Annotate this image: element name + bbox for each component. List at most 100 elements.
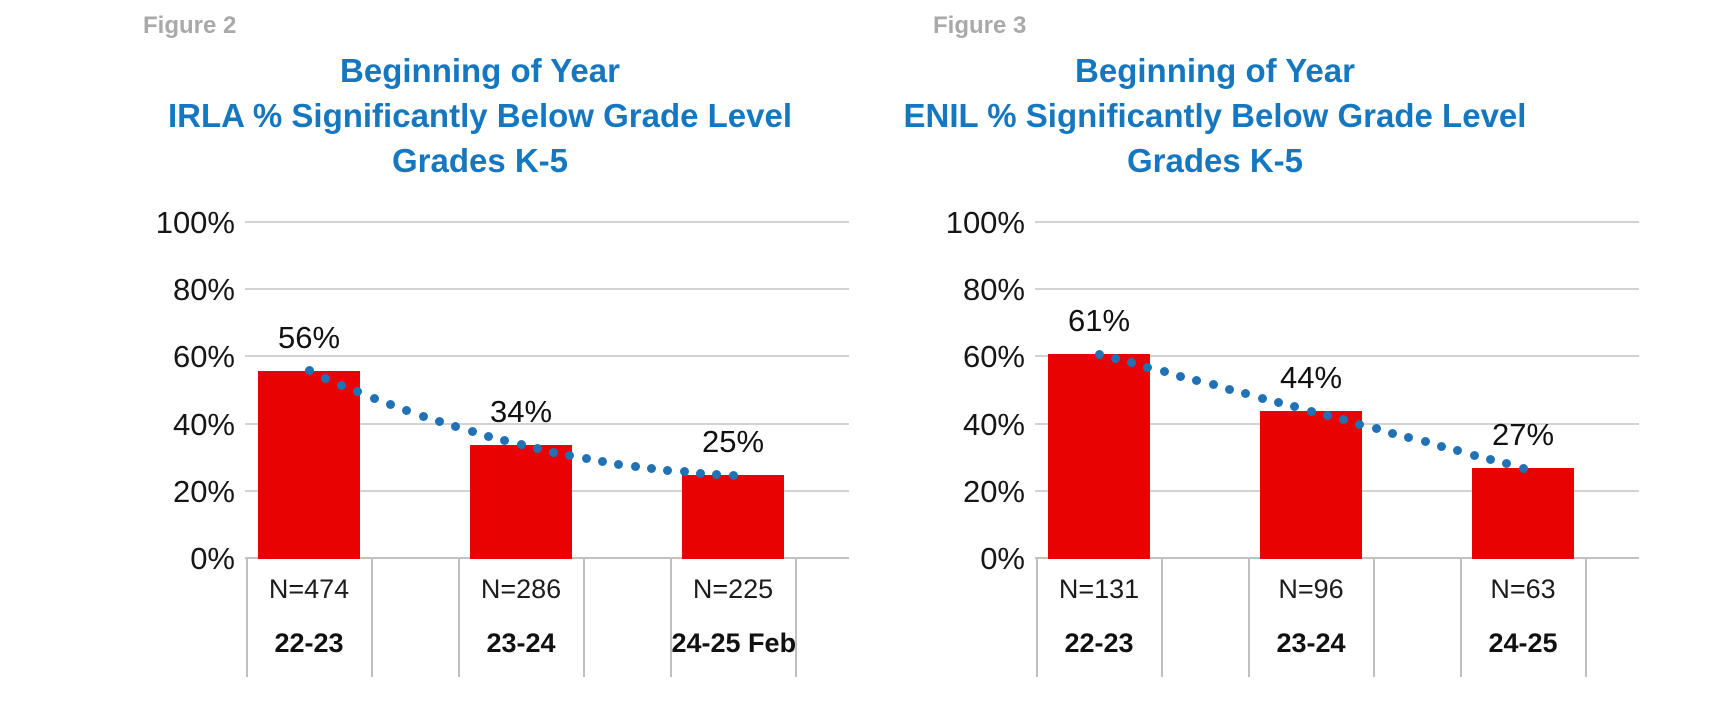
trendline-dot: [1176, 371, 1186, 381]
trendline-dot: [1094, 349, 1104, 359]
trendline-dot: [1273, 397, 1283, 407]
trendline-dot: [728, 470, 738, 480]
gridline: [245, 221, 849, 223]
category-label: 23-24: [1276, 628, 1346, 658]
y-axis-tick-label: 100%: [155, 205, 235, 240]
trendline-dot: [1502, 459, 1512, 469]
trendline-dot: [1241, 389, 1251, 399]
trendline-dot: [598, 457, 608, 467]
trendline-dot: [516, 440, 526, 450]
chart-title-line-3: Grades K-5: [1126, 142, 1304, 179]
gridline: [245, 288, 849, 291]
trendline-dot: [1355, 419, 1365, 429]
figure-label: Figure 3: [933, 12, 1027, 39]
trendline-dot: [369, 393, 379, 403]
trendline-dot: [712, 469, 722, 479]
bar-value-label: 61%: [1067, 303, 1131, 339]
trendline-dot: [467, 427, 477, 437]
y-axis-tick-label: 60%: [172, 339, 235, 375]
trendline-dot: [1437, 441, 1446, 451]
bar: [1260, 411, 1362, 559]
trendline-dot: [483, 431, 493, 441]
trendline-dot: [1518, 463, 1528, 473]
bar: [682, 475, 784, 559]
category-label: 23-24: [486, 628, 556, 658]
trendline-dot: [1110, 353, 1120, 363]
gridline: [1035, 288, 1639, 291]
plot-area: 0% 20% 40% 60% 80% 100% 61% 44% 27%: [946, 207, 1639, 574]
trendline-dot: [1290, 402, 1300, 412]
category-label: 22-23: [1064, 628, 1134, 658]
y-axis-tick-label: 20%: [172, 473, 235, 509]
trendline-dot: [1127, 358, 1137, 368]
trendline-dot: [1257, 393, 1267, 403]
trendline-dot: [1388, 428, 1398, 438]
trendline-dot: [663, 465, 673, 475]
sample-size-label: N=474: [268, 574, 350, 604]
bar-value-label: 25%: [701, 424, 765, 459]
bar-value-label: 27%: [1491, 417, 1555, 453]
x-axis-table: N=131 22-23 N=96 23-24 N=63 24-25: [1035, 559, 1639, 677]
trendline-dot: [614, 459, 624, 469]
category-cell: N=63 24-25: [1459, 559, 1587, 677]
bar-value-label: 56%: [277, 319, 341, 355]
trendline-dot: [1192, 375, 1202, 385]
chart-title-line-3: Grades K-5: [391, 142, 569, 179]
trendline-dot: [647, 464, 656, 474]
category-cell: N=96 23-24: [1247, 559, 1375, 677]
category-cell: N=474 22-23: [245, 559, 373, 677]
gridline: [1035, 355, 1639, 358]
category-cell: N=131 22-23: [1035, 559, 1163, 677]
trendline-dot: [1469, 450, 1479, 460]
trendline-dot: [1420, 437, 1430, 447]
trendline-dot: [1322, 411, 1332, 421]
plot-wrap: 0% 20% 40% 60% 80% 100% 61% 44% 27%: [946, 207, 1639, 574]
gridline: [245, 355, 849, 358]
trendline-dot: [1485, 455, 1495, 465]
trendline-dot: [320, 373, 330, 383]
plot-wrap: 0% 20% 40% 60% 80% 100% 56% 34% 25%: [156, 207, 849, 574]
trendline-dot: [1306, 406, 1316, 416]
trendline-dot: [1453, 446, 1463, 456]
trendline-dot: [532, 444, 542, 454]
category-cell: N=286 23-24: [457, 559, 585, 677]
trendline-dot: [1404, 433, 1414, 443]
trendline-dot: [1224, 384, 1234, 394]
y-axis-tick-label: 0%: [980, 541, 1025, 576]
bar-value-label: 34%: [489, 393, 553, 429]
trendline-dot: [434, 417, 444, 427]
category-cell: N=225 24-25 Feb: [669, 559, 797, 677]
bar-value-label: 44%: [1279, 360, 1343, 396]
bar: [1472, 468, 1574, 559]
trendline-dot: [418, 411, 428, 421]
y-axis-tick-label: 20%: [962, 473, 1025, 509]
category-label: 22-23: [274, 628, 344, 658]
category-label: 24-25: [1488, 628, 1558, 658]
plot-area: 0% 20% 40% 60% 80% 100% 56% 34% 25%: [156, 207, 849, 574]
figure-3-chart: Figure 3 Beginning of Year ENIL % Signif…: [904, 0, 1650, 714]
y-axis-tick-label: 60%: [962, 339, 1025, 375]
gridline: [1035, 221, 1639, 223]
trendline-dot: [337, 380, 347, 390]
chart-title-line-2: ENIL % Significantly Below Grade Level: [903, 97, 1527, 134]
chart-title: Beginning of Year IRLA % Significantly B…: [135, 48, 825, 183]
gridline: [245, 422, 849, 425]
y-axis-tick-label: 40%: [172, 406, 235, 442]
chart-title-line-1: Beginning of Year: [340, 52, 620, 89]
trendline-dot: [1143, 362, 1153, 372]
figure-label: Figure 2: [143, 12, 237, 39]
trendline-dot: [1159, 367, 1169, 377]
trendline-dot: [1339, 415, 1349, 425]
sample-size-label: N=63: [1490, 574, 1556, 604]
trendline-dot: [549, 447, 559, 457]
trendline-dot: [500, 436, 510, 446]
y-axis-tick-label: 80%: [172, 272, 235, 308]
trendline-dot: [402, 405, 412, 415]
trendline-dot: [1371, 424, 1381, 434]
y-axis-tick-label: 0%: [190, 541, 235, 576]
trendline-dot: [451, 422, 461, 432]
bar: [1048, 354, 1150, 559]
sample-size-label: N=96: [1278, 574, 1344, 604]
trendline-dot: [1208, 380, 1218, 390]
chart-title-line-2: IRLA % Significantly Below Grade Level: [167, 97, 793, 134]
